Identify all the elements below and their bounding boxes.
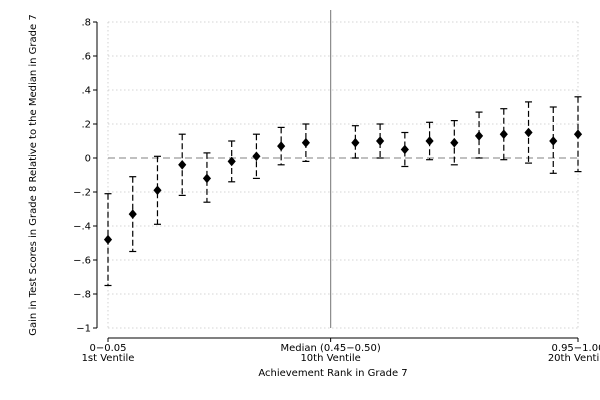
data-point-diamond <box>376 136 385 146</box>
data-point-diamond <box>178 160 187 170</box>
y-tick-label: −1 <box>76 324 91 335</box>
y-axis: .8 .6 .4 .2 0 −.2 −.4 −.6 −.8 −1 <box>73 18 98 335</box>
reference-lines <box>108 10 578 328</box>
data-point-diamond <box>474 131 484 141</box>
x-tick-label: Median (0.45−0.50) <box>280 343 380 354</box>
x-axis-title: Achievement Rank in Grade 7 <box>258 368 407 379</box>
y-tick-label: .8 <box>81 18 91 29</box>
data-point-diamond <box>252 151 261 162</box>
x-tick-label: 0.95−1.00 <box>552 343 600 354</box>
y-tick-label: .2 <box>81 120 91 131</box>
data-point-diamond <box>301 137 310 148</box>
data-point-diamond <box>153 185 162 196</box>
data-point-diamond <box>425 136 434 146</box>
data-point-diamond <box>103 234 113 245</box>
grid-lines <box>107 21 579 329</box>
data-point-diamond <box>277 141 286 151</box>
y-axis-title: Gain in Test Scores in Grade 8 Relative … <box>28 14 39 335</box>
y-tick-label: −.4 <box>73 222 91 233</box>
data-point-diamond <box>573 129 583 139</box>
data-point-diamond <box>128 209 137 219</box>
data-point-diamond <box>499 129 508 139</box>
x-tick-label: 0−0.05 <box>89 343 126 354</box>
data-point-diamond <box>202 173 212 184</box>
data-point-diamond <box>351 137 360 148</box>
data-point-diamond <box>549 136 558 146</box>
data-point-diamond <box>400 144 409 155</box>
y-tick-label: .6 <box>81 52 91 63</box>
data-point-diamond <box>227 156 236 167</box>
x-tick-sublabel: 10th Ventile <box>300 353 360 364</box>
data-marks <box>103 96 583 287</box>
y-tick-label: 0 <box>85 154 91 165</box>
y-tick-label: −.8 <box>73 290 91 301</box>
data-point-diamond <box>524 127 533 138</box>
x-tick-sublabel: 1st Ventile <box>82 353 135 364</box>
y-tick-label: .4 <box>81 86 91 97</box>
y-tick-label: −.2 <box>73 188 91 199</box>
x-tick-sublabel: 20th Ventile <box>548 353 600 364</box>
y-tick-label: −.6 <box>73 256 91 267</box>
data-point-diamond <box>450 137 459 148</box>
